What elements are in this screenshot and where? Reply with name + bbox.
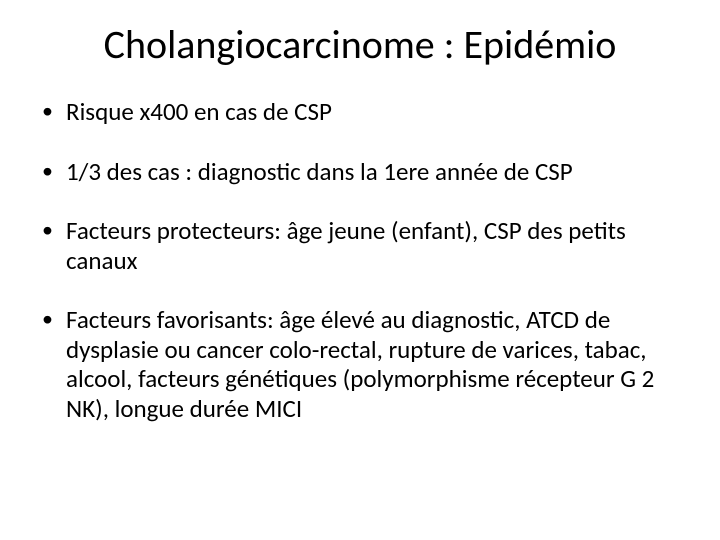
slide-container: Cholangiocarcinome : Epidémio Risque x40… [0, 0, 720, 540]
list-item: 1/3 des cas : diagnostic dans la 1ere an… [38, 157, 682, 187]
list-item: Risque x400 en cas de CSP [38, 97, 682, 127]
slide-title: Cholangiocarcinome : Epidémio [38, 20, 682, 69]
list-item: Facteurs favorisants: âge élevé au diagn… [38, 305, 682, 423]
bullet-list: Risque x400 en cas de CSP 1/3 des cas : … [38, 97, 682, 423]
list-item: Facteurs protecteurs: âge jeune (enfant)… [38, 216, 682, 275]
